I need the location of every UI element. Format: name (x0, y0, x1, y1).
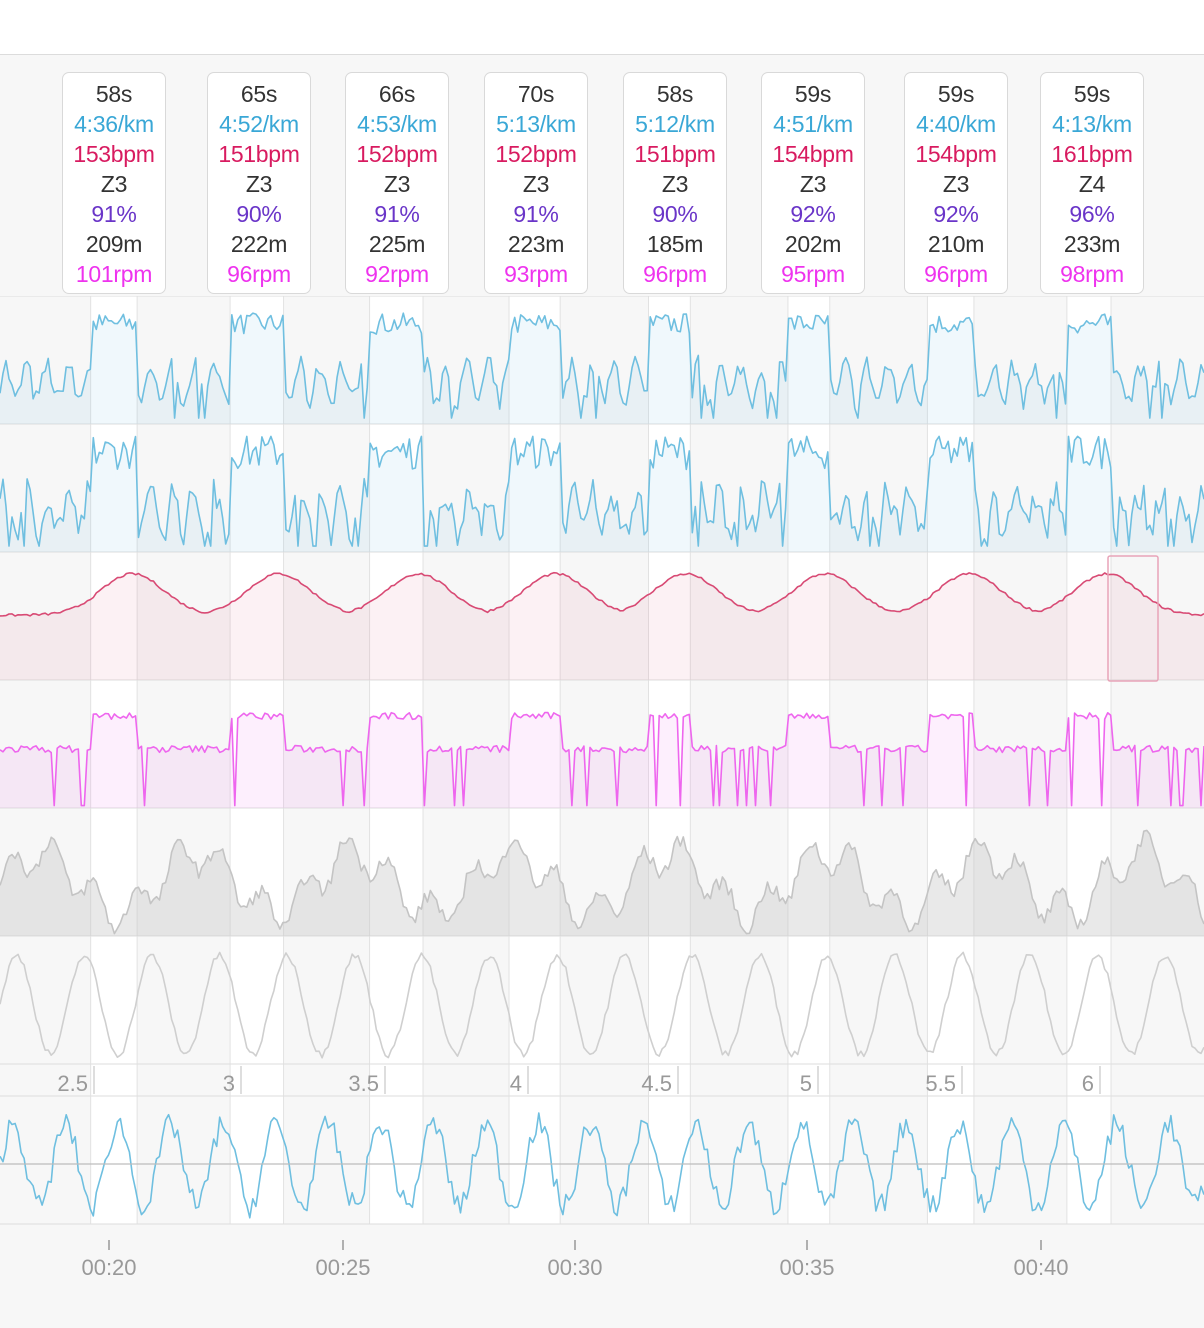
activity-stream-charts: 2.5 3 3.5 4 4.5 5 5.5 6 00:20 00:25 00:30 00:35 00:4… (0, 296, 1204, 1280)
interval-pct: 92% (933, 201, 979, 227)
interval-zone: Z3 (100, 171, 128, 197)
distance-tick-label: 4 (510, 1071, 522, 1096)
interval-pct: 92% (790, 201, 836, 227)
pace-area (0, 313, 1204, 424)
cadence-line (0, 711, 1204, 807)
interval-hr: 151bpm (634, 141, 716, 167)
distance-tick-label: 4.5 (641, 1071, 672, 1096)
interval-duration: 70s (517, 81, 555, 107)
interval-hr: 154bpm (915, 141, 997, 167)
distance-tick-label: 6 (1082, 1071, 1094, 1096)
interval-cadence: 96rpm (924, 261, 988, 287)
interval-duration: 58s (656, 81, 694, 107)
interval-pace: 4:51/km (773, 111, 853, 137)
interval-card[interactable]: 58s 4:36/km 153bpm Z3 91% 209m 101rpm (62, 72, 166, 294)
interval-cadence: 93rpm (504, 261, 568, 287)
hr-hover-box (1107, 555, 1159, 682)
interval-pct: 91% (91, 201, 137, 227)
interval-dist: 210m (927, 231, 985, 257)
interval-cadence: 96rpm (227, 261, 291, 287)
interval-hr: 152bpm (356, 141, 438, 167)
interval-highlight (90, 296, 138, 1224)
interval-dist: 233m (1063, 231, 1121, 257)
distance-tick-label: 5.5 (925, 1071, 956, 1096)
interval-cadence: 98rpm (1060, 261, 1124, 287)
interval-pace: 4:40/km (916, 111, 996, 137)
interval-highlight (369, 296, 424, 1224)
interval-card[interactable]: 66s 4:53/km 152bpm Z3 91% 225m 92rpm (345, 72, 449, 294)
interval-zone: Z3 (245, 171, 273, 197)
interval-dist: 209m (85, 231, 143, 257)
interval-hr: 152bpm (495, 141, 577, 167)
heartrate-line (0, 571, 1204, 617)
time-tick-label: 00:30 (547, 1255, 602, 1280)
interval-highlight (787, 296, 830, 1224)
interval-zone: Z3 (522, 171, 550, 197)
interval-pct: 90% (236, 201, 282, 227)
elevation-line (0, 829, 1204, 935)
interval-hr: 153bpm (73, 141, 155, 167)
time-tick-label: 00:35 (779, 1255, 834, 1280)
grade-line (0, 951, 1204, 1059)
interval-dist: 185m (646, 231, 704, 257)
interval-card[interactable]: 65s 4:52/km 151bpm Z3 90% 222m 96rpm (207, 72, 311, 294)
interval-pct: 91% (374, 201, 420, 227)
interval-cards: 58s 4:36/km 153bpm Z3 91% 209m 101rpm 65s 4:52/k… (0, 55, 1204, 297)
interval-duration: 58s (95, 81, 133, 107)
interval-pct: 90% (652, 201, 698, 227)
interval-cadence: 95rpm (781, 261, 845, 287)
cadence-area (0, 712, 1204, 808)
elevation-area (0, 830, 1204, 936)
interval-card[interactable]: 59s 4:40/km 154bpm Z3 92% 210m 96rpm (904, 72, 1008, 294)
interval-card[interactable]: 70s 5:13/km 152bpm Z3 91% 223m 93rpm (484, 72, 588, 294)
interval-hr: 154bpm (772, 141, 854, 167)
interval-pace: 5:13/km (496, 111, 576, 137)
interval-zone: Z3 (799, 171, 827, 197)
chart-background (0, 296, 1204, 1224)
interval-dist: 223m (507, 231, 565, 257)
interval-card[interactable]: 59s 4:51/km 154bpm Z3 92% 202m 95rpm (761, 72, 865, 294)
interval-pct: 91% (513, 201, 559, 227)
interval-hr: 151bpm (218, 141, 300, 167)
interval-duration: 59s (794, 81, 832, 107)
gap-area (0, 436, 1204, 552)
time-tick-label: 00:20 (81, 1255, 136, 1280)
interval-cadence: 96rpm (643, 261, 707, 287)
interval-dist: 222m (230, 231, 288, 257)
interval-highlight (927, 296, 974, 1224)
top-bar (0, 0, 1204, 55)
interval-zone: Z3 (661, 171, 689, 197)
vertical_oscillation-line (0, 1112, 1204, 1219)
interval-zone: Z3 (383, 171, 411, 197)
interval-pct: 96% (1069, 201, 1115, 227)
interval-pace: 4:36/km (74, 111, 154, 137)
time-tick-label: 00:25 (315, 1255, 370, 1280)
heartrate-area (0, 572, 1204, 680)
interval-duration: 66s (378, 81, 416, 107)
distance-tick-label: 5 (800, 1071, 812, 1096)
interval-pace: 4:13/km (1052, 111, 1132, 137)
interval-zone: Z3 (942, 171, 970, 197)
interval-pace: 4:53/km (357, 111, 437, 137)
interval-card[interactable]: 59s 4:13/km 161bpm Z4 96% 233m 98rpm (1040, 72, 1144, 294)
interval-pace: 4:52/km (219, 111, 299, 137)
interval-cadence: 101rpm (75, 261, 153, 287)
distance-tick-label: 3.5 (348, 1071, 379, 1096)
interval-cadence: 92rpm (365, 261, 429, 287)
distance-tick-label: 3 (223, 1071, 235, 1096)
gap-line (0, 435, 1204, 547)
interval-pace: 5:12/km (635, 111, 715, 137)
time-tick-label: 00:40 (1013, 1255, 1068, 1280)
interval-card[interactable]: 58s 5:12/km 151bpm Z3 90% 185m 96rpm (623, 72, 727, 294)
interval-dist: 225m (368, 231, 426, 257)
interval-hr: 161bpm (1051, 141, 1133, 167)
interval-dist: 202m (784, 231, 842, 257)
distance-tick-label: 2.5 (57, 1071, 88, 1096)
interval-zone: Z4 (1078, 171, 1106, 197)
interval-duration: 65s (240, 81, 278, 107)
interval-duration: 59s (1073, 81, 1111, 107)
pace-line (0, 312, 1204, 419)
interval-duration: 59s (937, 81, 975, 107)
